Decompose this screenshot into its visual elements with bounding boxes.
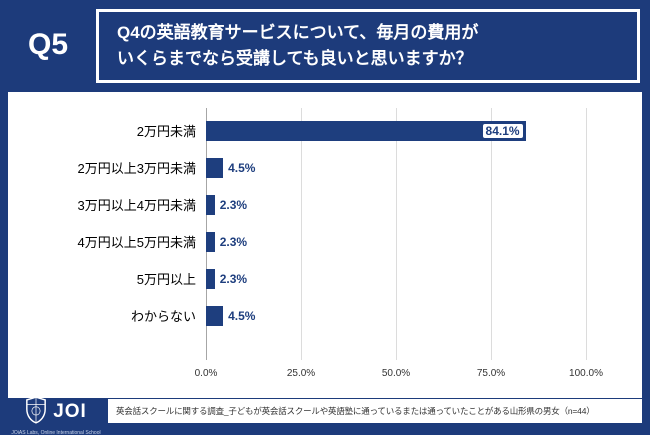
bar-track: 2.3% (206, 194, 586, 215)
shield-logo-icon (25, 395, 47, 429)
value-label: 4.5% (228, 160, 256, 175)
bar (206, 305, 224, 326)
axis-tick-label: 100.0% (569, 368, 603, 379)
joi-logo: JOI JOiAS Labs, Online International Sch… (6, 395, 106, 435)
axis-tick-label: 0.0% (194, 368, 218, 379)
chart-row: 2万円未満 84.1% (16, 112, 586, 149)
value-label: 2.3% (219, 271, 248, 286)
axis-tick-label: 50.0% (381, 368, 411, 379)
chart-row: 2万円以上3万円未満 4.5% (16, 149, 586, 186)
bar-track: 84.1% (206, 120, 586, 141)
category-label: 4万円以上5万円未満 (77, 235, 196, 250)
axis-tick-label: 25.0% (286, 368, 316, 379)
question-number: Q5 (27, 28, 69, 61)
gridline (301, 108, 302, 360)
category-label: わからない (130, 309, 196, 324)
question-title-line2: いくらまでなら受講しても良いと思いますか？ (117, 49, 473, 68)
logo-text: JOI (53, 401, 87, 422)
axis-tick-label: 75.0% (476, 368, 506, 379)
category-label: 2万円以上3万円未満 (77, 161, 196, 176)
logo-row: JOI (25, 395, 87, 429)
bar: 84.1% (206, 120, 526, 141)
chart-row: 5万円以上 2.3% (16, 260, 586, 297)
bar-track: 2.3% (206, 231, 586, 252)
chart-rows: 2万円未満 84.1% 2万円以上3万円未満 4.5% 3万円以上4万円未満 2.3% 4万… (16, 112, 586, 334)
category-label: 3万円以上4万円未満 (77, 198, 196, 213)
value-label: 4.5% (228, 308, 256, 323)
value-label: 2.3% (219, 197, 248, 212)
category-label: 5万円以上 (136, 272, 196, 287)
bar (206, 268, 215, 289)
value-label: 84.1% (482, 123, 523, 138)
question-title-line1: Q4の英語教育サービスについて、毎月の費用が (117, 22, 479, 42)
bar-chart: 2万円未満 84.1% 2万円以上3万円未満 4.5% 3万円以上4万円未満 2.3% 4万… (8, 92, 642, 398)
x-axis: 0.0% 25.0% 50.0% 75.0% 100.0% (195, 368, 603, 382)
caption-bar: 英会話スクールに関する調査_子どもが英会話スクールや英語塾に通っているまたは通っ… (108, 399, 642, 423)
gridline (491, 108, 492, 360)
logo-subtext: JOiAS Labs, Online International School (11, 429, 101, 435)
chart-row: わからない 4.5% (16, 297, 586, 334)
bar (206, 194, 215, 215)
gridline (396, 108, 397, 360)
bar-track: 4.5% (206, 157, 586, 178)
value-label: 2.3% (219, 234, 248, 249)
chart-row: 3万円以上4万円未満 2.3% (16, 186, 586, 223)
question-title-box: Q4の英語教育サービスについて、毎月の費用が いくらまでなら受講しても良いと思い… (96, 9, 640, 83)
category-label: 2万円未満 (136, 124, 196, 139)
bar-track: 4.5% (206, 305, 586, 326)
bar-track: 2.3% (206, 268, 586, 289)
chart-row: 4万円以上5万円未満 2.3% (16, 223, 586, 260)
gridline (586, 108, 587, 360)
survey-caption: 英会話スクールに関する調査_子どもが英会話スクールや英語塾に通っているまたは通っ… (116, 406, 595, 416)
bar (206, 231, 215, 252)
bar (206, 157, 224, 178)
